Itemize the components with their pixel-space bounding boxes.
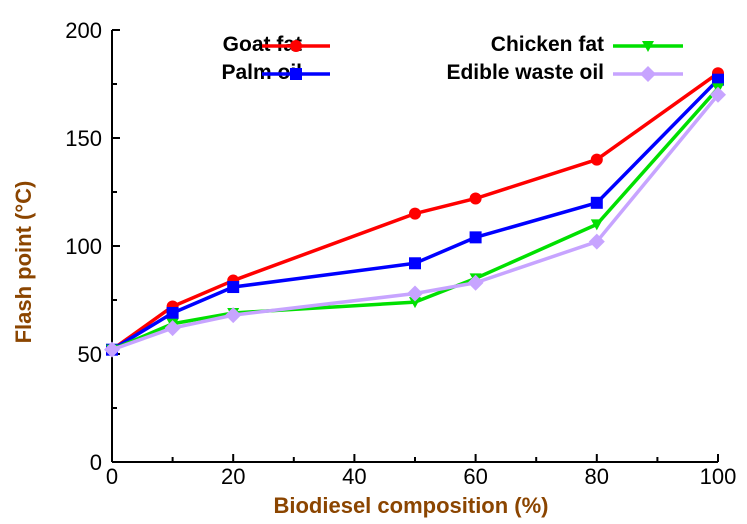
series-line <box>111 93 720 352</box>
y-tick-label: 100 <box>65 234 102 259</box>
data-point <box>590 153 603 166</box>
legend-item: Chicken fat <box>491 33 683 56</box>
plot-area: 0 50 100 150 200 0 20 40 60 80 100 Goat fat Palm oil… <box>65 18 736 489</box>
data-point <box>409 207 421 220</box>
x-tick-label: 100 <box>700 464 737 489</box>
data-point <box>588 233 605 250</box>
data-point <box>712 73 724 86</box>
data-point <box>590 219 603 231</box>
data-point <box>164 320 181 337</box>
legend-marker <box>642 41 654 52</box>
legend-item: Edible waste oil <box>446 61 683 84</box>
y-tick-label: 50 <box>78 342 102 367</box>
data-point <box>469 231 482 244</box>
y-axis-title: Flash point (°C) <box>11 181 36 344</box>
series-goat-fat <box>106 67 724 356</box>
legend-item: Goat fat <box>223 33 330 56</box>
data-point <box>407 285 423 302</box>
legend-label: Chicken fat <box>491 33 604 56</box>
x-tick-label: 60 <box>463 464 487 489</box>
data-point <box>469 192 482 205</box>
data-point <box>409 257 421 270</box>
data-point <box>166 306 179 319</box>
data-point <box>409 297 421 309</box>
series-palm-oil <box>106 73 724 356</box>
legend-marker <box>640 66 656 82</box>
data-point <box>104 341 120 358</box>
x-axis-title: Biodiesel composition (%) <box>273 493 548 518</box>
data-point <box>710 86 726 103</box>
data-point <box>590 196 603 209</box>
data-point <box>225 307 242 324</box>
x-tick-label: 20 <box>221 464 245 489</box>
data-point <box>467 274 484 291</box>
y-tick-label: 150 <box>65 126 102 151</box>
x-tick-label: 80 <box>585 464 609 489</box>
legend-label: Edible waste oil <box>446 61 604 84</box>
x-tick-label: 40 <box>342 464 366 489</box>
data-point <box>227 281 240 294</box>
y-tick-label: 0 <box>90 450 102 475</box>
series-edible-waste-oil <box>104 86 726 358</box>
legend-marker <box>290 68 302 80</box>
legend-item: Palm oil <box>221 61 330 84</box>
x-tick-label: 0 <box>106 464 118 489</box>
y-tick-label: 200 <box>65 18 102 43</box>
legend: Goat fat Palm oil Chicken fat Edible waste … <box>221 33 683 84</box>
legend-label: Palm oil <box>221 61 302 84</box>
legend-marker <box>290 40 302 52</box>
